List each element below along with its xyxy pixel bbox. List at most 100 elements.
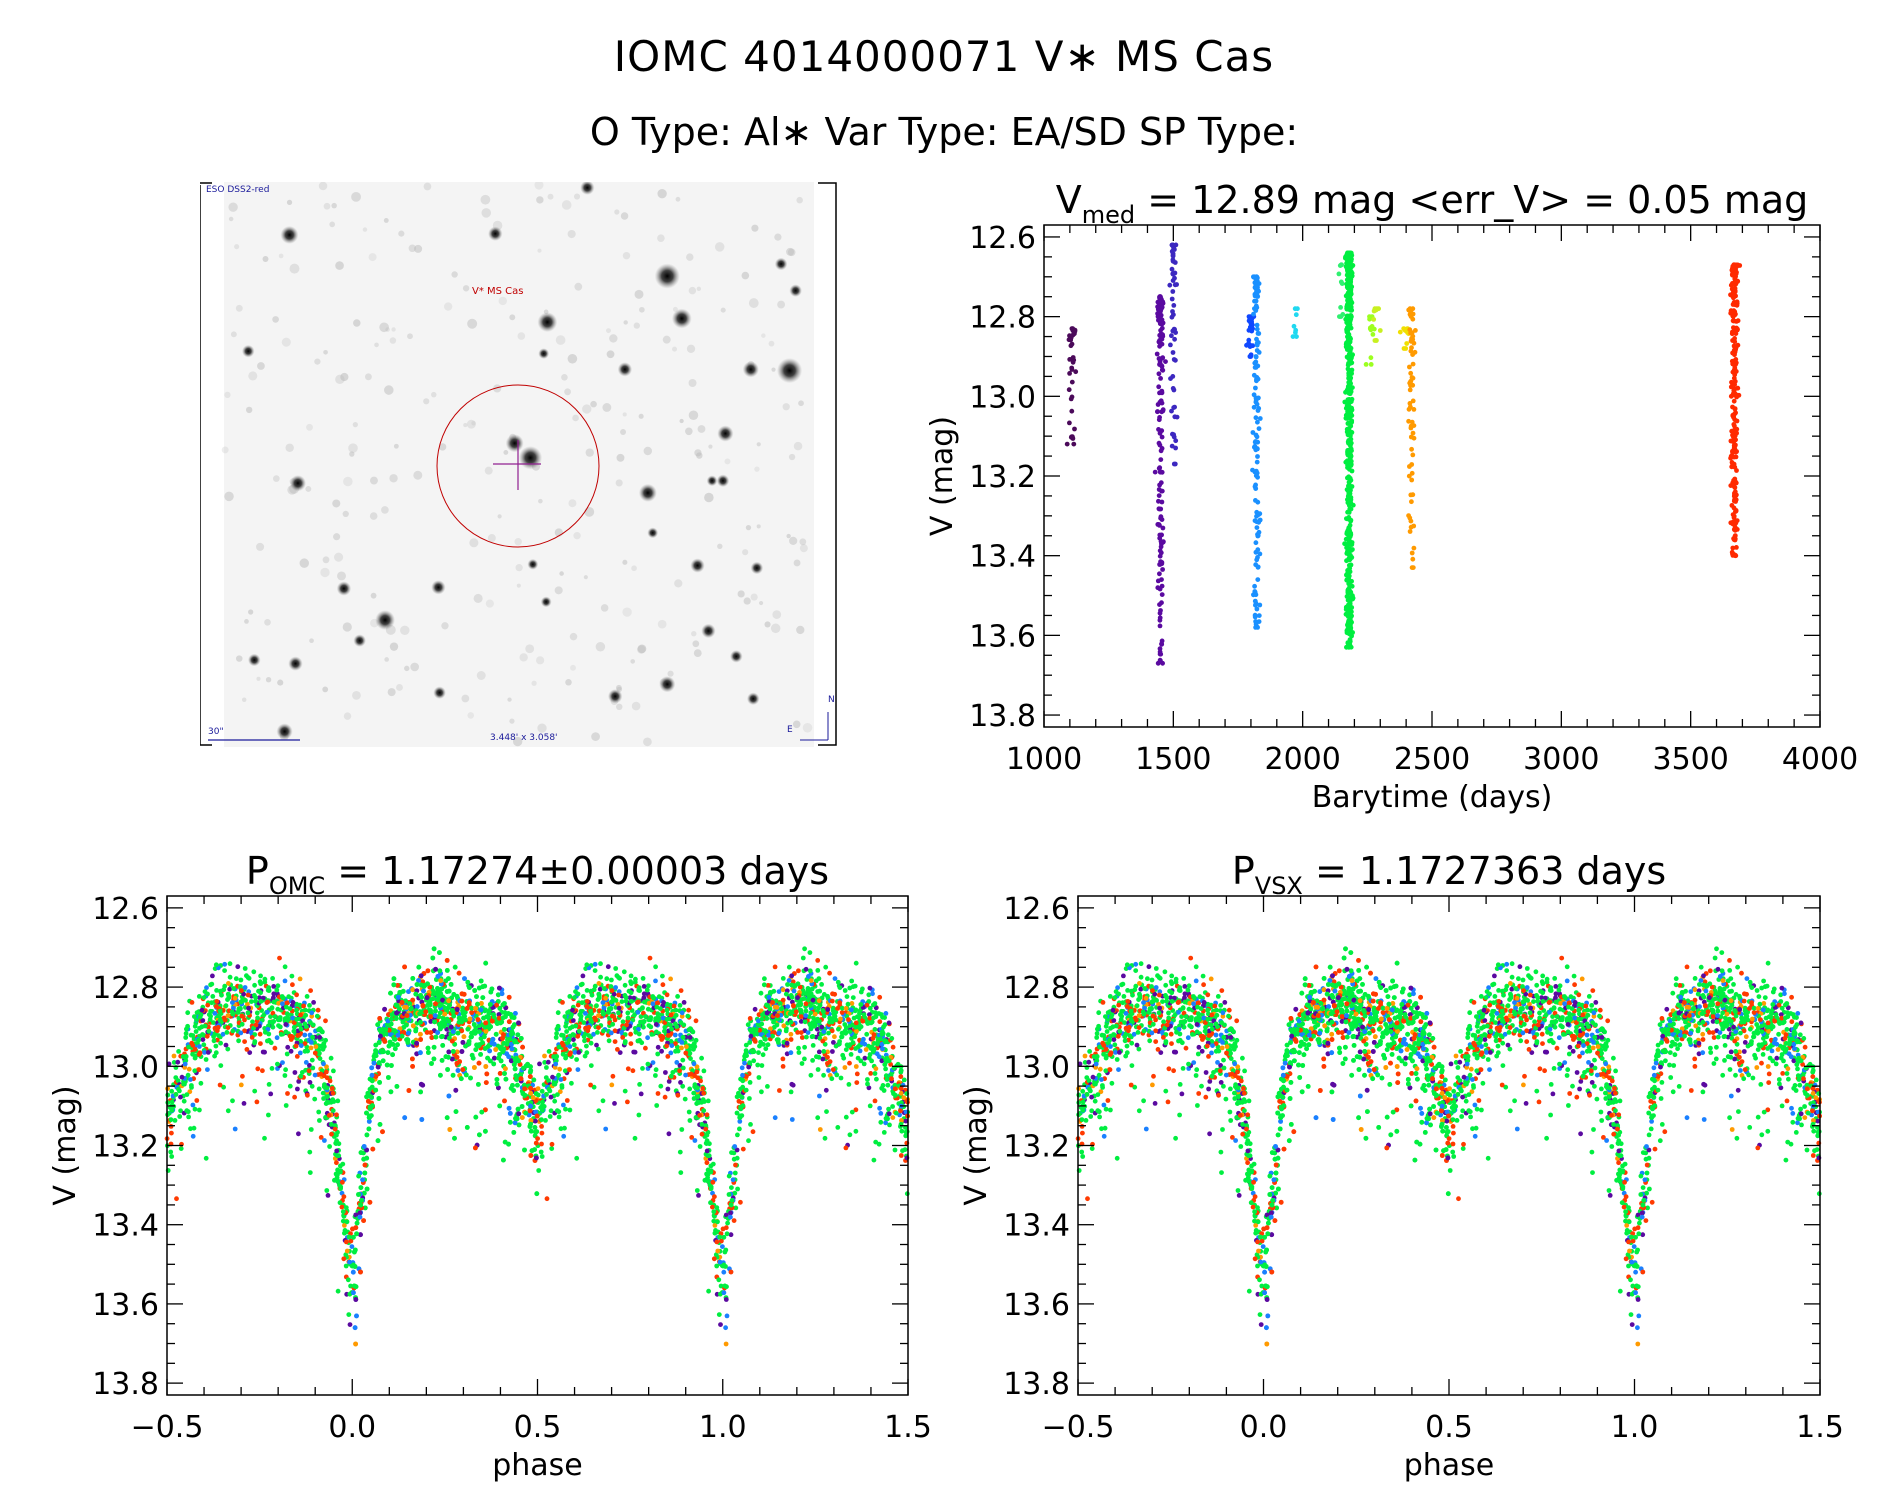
data-point [1370,332,1376,337]
data-point [1159,641,1164,647]
data-point [1156,384,1162,390]
data-point [1346,428,1352,433]
data-point [600,1098,606,1104]
faint-star [262,256,269,262]
data-point [642,999,647,1005]
data-point [684,1044,689,1050]
data-point [420,1003,426,1009]
data-point [452,964,458,970]
data-point [881,1130,887,1135]
data-point [528,1128,534,1134]
faint-star [512,736,523,747]
data-point [334,1148,340,1154]
data-point [426,1050,431,1055]
data-point [258,973,263,979]
data-point [216,1033,222,1038]
data-point [189,1000,195,1005]
faint-star [620,212,629,220]
data-point [316,1109,322,1115]
chart-phase_omc: POMC = 1.17274±0.00003 days−0.5 0.0 0.5 1.0… [48,849,932,1483]
data-point [458,1076,464,1082]
faint-star [503,450,509,455]
data-point [643,1045,648,1051]
faint-star [443,302,453,311]
data-point [309,1010,315,1016]
data-point [549,1146,555,1151]
data-point [1345,589,1351,594]
data-point [535,1086,541,1091]
data-point [584,1043,589,1049]
faint-star [692,640,700,648]
data-point [1252,444,1257,450]
data-point [1253,592,1259,598]
data-point [1346,525,1352,531]
data-point [1067,357,1073,362]
faint-star [697,425,706,433]
data-point [1167,282,1173,288]
data-point [472,1065,477,1070]
data-point [461,1034,467,1040]
data-point [621,969,627,975]
data-point [516,1111,522,1117]
faint-star [798,400,804,407]
faint-star [609,334,618,343]
data-point [1731,388,1737,393]
data-point [1157,649,1163,655]
data-point [402,1115,408,1121]
data-point [252,993,257,998]
data-point [469,1010,475,1015]
data-point [1252,484,1258,489]
data-point [1169,242,1175,248]
faint-star [606,350,615,359]
data-point [640,976,646,981]
data-point [1158,328,1163,333]
faint-star [362,227,368,232]
data-point [292,1094,297,1100]
star [505,434,524,453]
data-point [886,1106,891,1112]
data-point [373,1087,379,1093]
data-point [1157,332,1163,338]
star [540,596,552,608]
data-point [274,1035,280,1041]
faint-star [565,679,572,686]
data-point [1346,256,1352,262]
data-point [1732,491,1738,497]
faint-star [485,599,494,608]
data-point [683,1072,688,1078]
faint-star [796,625,805,635]
title-symbol: V [1056,178,1082,222]
data-point [1158,448,1164,454]
data-point [1255,547,1261,553]
data-point [448,1024,454,1030]
data-point [883,1120,888,1126]
data-point [716,1312,722,1317]
data-point [1158,342,1163,348]
faint-star [569,632,578,641]
data-point [1253,619,1258,624]
data-point [791,988,797,994]
data-point [431,1044,437,1050]
faint-star [787,248,796,257]
faint-star [614,209,620,215]
data-point [459,991,465,997]
star [375,610,395,630]
data-point [258,1041,263,1046]
faint-star [662,335,671,344]
data-point [275,983,281,989]
data-point [1350,502,1356,508]
data-point [1254,401,1260,407]
data-point [547,1114,553,1119]
data-point [1345,509,1350,515]
faint-star [413,470,423,480]
data-point [877,1019,883,1025]
star [336,581,352,596]
data-point [1253,439,1258,444]
data-point [832,976,838,981]
title-value: = 12.89 mag <err_V> = 0.05 mag [1135,178,1808,222]
data-point [679,1127,685,1132]
data-point [1254,293,1260,299]
data-point [200,1037,206,1042]
data-point [816,1054,822,1060]
data-point [1255,564,1261,570]
